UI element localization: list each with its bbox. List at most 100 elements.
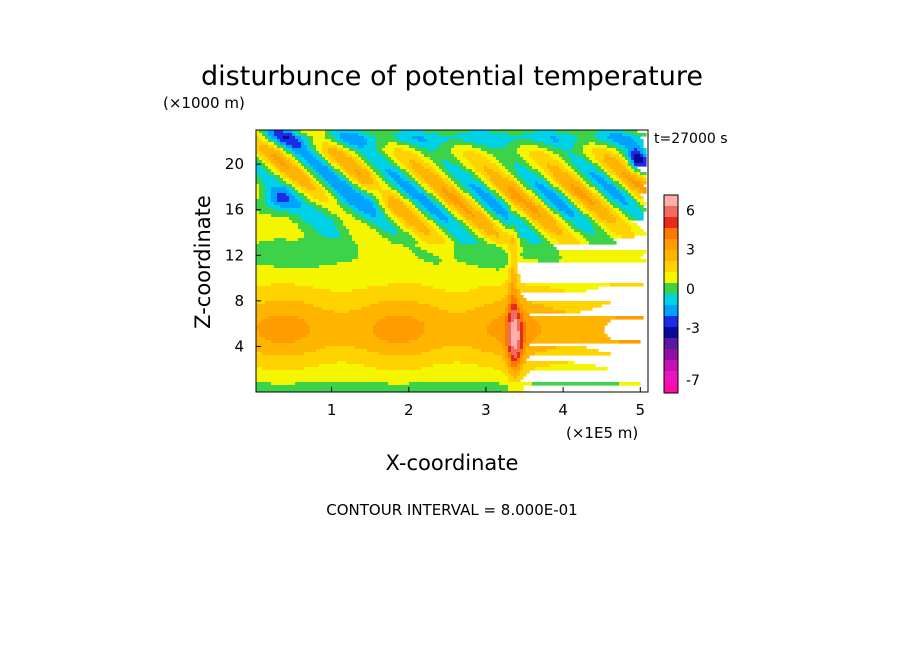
heatmap-cell: [517, 181, 521, 185]
heatmap-cell: [352, 157, 359, 161]
heatmap-cell: [352, 181, 359, 185]
heatmap-cell: [619, 382, 641, 386]
heatmap-cell: [523, 352, 527, 356]
heatmap-cell: [316, 145, 323, 149]
heatmap-cell: [286, 184, 293, 188]
heatmap-cell: [382, 193, 398, 197]
heatmap-cell: [427, 181, 446, 185]
heatmap-cell: [382, 211, 386, 215]
heatmap-cell: [505, 355, 509, 359]
heatmap-cell: [355, 241, 392, 245]
heatmap-cell: [517, 286, 551, 290]
heatmap-cell: [385, 175, 392, 179]
heatmap-cell: [424, 187, 431, 191]
heatmap-cell: [277, 193, 287, 197]
heatmap-cell: [256, 160, 263, 164]
heatmap-cell: [499, 235, 515, 239]
colorbar-swatch: [664, 217, 678, 229]
heatmap-cell: [520, 217, 527, 221]
heatmap-cell: [409, 181, 416, 185]
heatmap-cell: [325, 160, 329, 164]
heatmap-cell: [511, 277, 518, 281]
heatmap-cell: [589, 208, 608, 212]
heatmap-cell: [616, 202, 623, 206]
heatmap-cell: [526, 346, 557, 350]
heatmap-cell: [382, 199, 389, 203]
heatmap-cell: [334, 196, 338, 200]
heatmap-cell: [505, 193, 512, 197]
heatmap-cell: [619, 151, 626, 155]
heatmap-cell: [559, 154, 569, 158]
heatmap-cell: [610, 283, 644, 287]
heatmap-cell: [571, 157, 584, 161]
heatmap-cell: [547, 166, 560, 170]
heatmap-cell: [301, 184, 314, 188]
heatmap-cell: [607, 232, 617, 236]
heatmap-cell: [514, 346, 518, 350]
heatmap-cell: [484, 214, 488, 218]
heatmap-cell: [256, 142, 269, 146]
heatmap-cell: [376, 145, 386, 149]
heatmap-cell: [445, 187, 455, 191]
heatmap-cell: [268, 136, 272, 140]
heatmap-cell: [484, 199, 497, 203]
heatmap-cell: [445, 241, 455, 245]
heatmap-cell: [412, 250, 428, 254]
heatmap-cell: [373, 169, 380, 173]
heatmap-cell: [520, 238, 527, 242]
heatmap-cell: [328, 181, 347, 185]
heatmap-cell: [415, 253, 434, 257]
heatmap-cell: [322, 142, 329, 146]
heatmap-cell: [574, 202, 578, 206]
heatmap-cell: [505, 322, 509, 326]
heatmap-cell: [511, 211, 518, 215]
heatmap-cell: [493, 211, 497, 215]
heatmap-cell: [295, 160, 299, 164]
heatmap-cell: [511, 367, 521, 371]
heatmap-cell: [517, 316, 521, 320]
heatmap-cell: [508, 319, 512, 323]
heatmap-cell: [589, 241, 617, 245]
heatmap-cell: [418, 181, 422, 185]
heatmap-cell: [400, 190, 407, 194]
heatmap-cell: [343, 148, 350, 152]
heatmap-cell: [592, 148, 608, 152]
heatmap-cell: [256, 259, 353, 263]
heatmap-cell: [523, 328, 527, 332]
heatmap-cell: [415, 178, 419, 182]
heatmap-cell: [376, 367, 422, 371]
heatmap-cell: [439, 145, 455, 149]
heatmap-cell: [352, 187, 356, 191]
heatmap-cell: [337, 214, 353, 218]
heatmap-cell: [388, 208, 392, 212]
x-axis-label: X-coordinate: [386, 451, 519, 475]
heatmap-cell: [463, 151, 476, 155]
heatmap-cell: [553, 151, 569, 155]
heatmap-cell: [385, 181, 392, 185]
heatmap-cell: [517, 352, 521, 356]
heatmap-cell: [490, 187, 497, 191]
heatmap-cell: [547, 178, 554, 182]
heatmap-cell: [367, 223, 377, 227]
heatmap-cell: [301, 163, 305, 167]
heatmap-cell: [457, 238, 476, 242]
heatmap-cell: [376, 208, 380, 212]
heatmap-cell: [556, 205, 569, 209]
heatmap-cell: [328, 157, 335, 161]
heatmap-cell: [613, 205, 620, 209]
heatmap-cell: [274, 148, 281, 152]
heatmap-cell: [325, 181, 329, 185]
heatmap-cell: [556, 178, 575, 182]
heatmap-cell: [484, 169, 494, 173]
heatmap-cell: [514, 235, 518, 239]
heatmap-cell: [292, 145, 302, 149]
heatmap-cell: [379, 301, 419, 305]
heatmap-cell: [256, 139, 263, 143]
heatmap-cell: [517, 364, 521, 368]
heatmap-cell: [349, 184, 353, 188]
heatmap-cell: [400, 160, 410, 164]
heatmap-cell: [520, 346, 524, 350]
heatmap-cell: [394, 214, 398, 218]
